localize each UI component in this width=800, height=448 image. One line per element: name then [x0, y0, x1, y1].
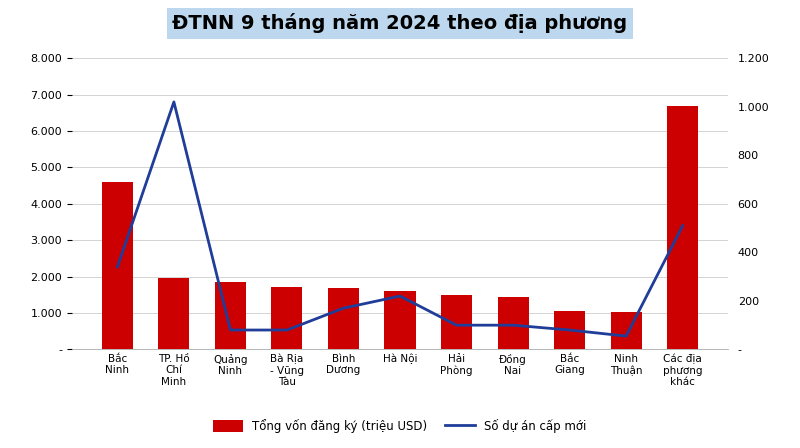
Bar: [667, 106, 698, 349]
Text: ĐTNN 9 tháng năm 2024 theo địa phương: ĐTNN 9 tháng năm 2024 theo địa phương: [173, 13, 627, 34]
Bar: [215, 282, 246, 349]
Bar: [554, 311, 585, 349]
Bar: [328, 289, 359, 349]
Bar: [610, 312, 642, 349]
Bar: [441, 295, 472, 349]
Bar: [498, 297, 529, 349]
Legend: Tổng vốn đăng ký (triệu USD), Số dự án cấp mới: Tổng vốn đăng ký (triệu USD), Số dự án c…: [209, 414, 591, 438]
Bar: [102, 182, 133, 349]
Bar: [385, 291, 415, 349]
Bar: [158, 279, 190, 349]
Bar: [271, 287, 302, 349]
